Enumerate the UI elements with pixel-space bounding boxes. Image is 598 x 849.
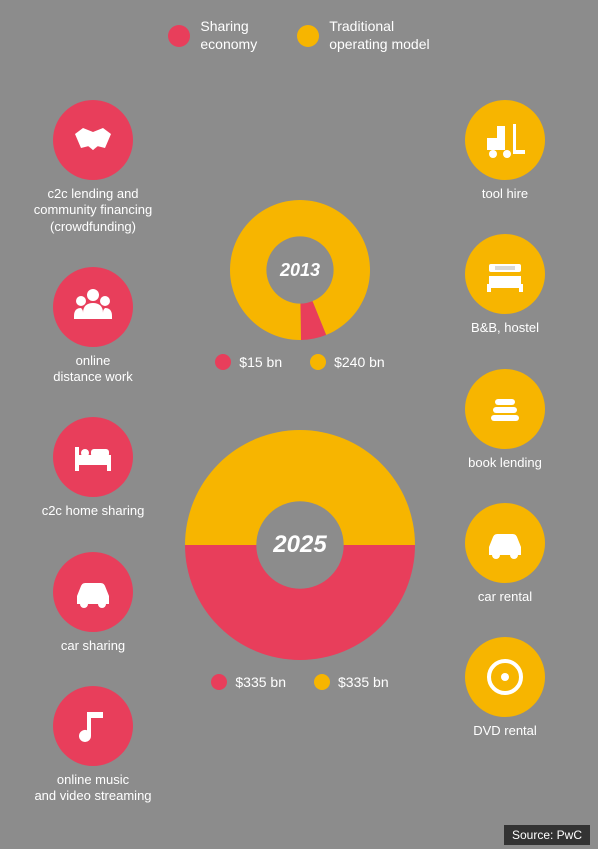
- legend-item-sharing: Sharingeconomy: [168, 18, 257, 53]
- left-category-2: c2c home sharing: [42, 417, 145, 519]
- donut-2025-block: 2025 $335 bn $335 bn: [170, 430, 430, 690]
- right-column: tool hire B&B, hostel book lending car rent…: [430, 100, 580, 757]
- right-category-3: car rental: [465, 503, 545, 605]
- right-category-label-4: DVD rental: [473, 723, 537, 739]
- left-category-4: online musicand video streaming: [34, 686, 151, 805]
- disc-icon: [465, 637, 545, 717]
- car-icon: [53, 552, 133, 632]
- right-category-2: book lending: [465, 369, 545, 471]
- legend-label-sharing: Sharingeconomy: [200, 18, 257, 53]
- value-label-traditional: $335 bn: [338, 674, 389, 690]
- value-dot-traditional: [310, 354, 326, 370]
- car-icon: [465, 503, 545, 583]
- value-dot-sharing: [211, 674, 227, 690]
- handshake-icon: [53, 100, 133, 180]
- right-category-label-3: car rental: [478, 589, 532, 605]
- value-dot-sharing: [215, 354, 231, 370]
- right-category-1: B&B, hostel: [465, 234, 545, 336]
- right-category-4: DVD rental: [465, 637, 545, 739]
- books-icon: [465, 369, 545, 449]
- left-category-label-4: online musicand video streaming: [34, 772, 151, 805]
- right-category-0: tool hire: [465, 100, 545, 202]
- donut-2013-block: 2013 $15 bn $240 bn: [170, 200, 430, 370]
- left-column: c2c lending andcommunity financing(crowd…: [18, 100, 168, 822]
- value-label-sharing: $15 bn: [239, 354, 282, 370]
- left-category-label-3: car sharing: [61, 638, 125, 654]
- bed-icon: [53, 417, 133, 497]
- left-category-label-1: onlinedistance work: [53, 353, 132, 386]
- donut-2025-values: $335 bn $335 bn: [170, 674, 430, 690]
- legend-label-traditional: Traditionaloperating model: [329, 18, 429, 53]
- value-label-traditional: $240 bn: [334, 354, 385, 370]
- legend-dot-traditional: [297, 25, 319, 47]
- left-category-label-2: c2c home sharing: [42, 503, 145, 519]
- value-label-sharing: $335 bn: [235, 674, 286, 690]
- music-icon: [53, 686, 133, 766]
- left-category-3: car sharing: [53, 552, 133, 654]
- donut-2013-values: $15 bn $240 bn: [170, 354, 430, 370]
- right-category-label-0: tool hire: [482, 186, 528, 202]
- forklift-icon: [465, 100, 545, 180]
- donut-2025: 2025: [185, 430, 415, 660]
- right-category-label-2: book lending: [468, 455, 542, 471]
- right-category-label-1: B&B, hostel: [471, 320, 539, 336]
- donut-2013-year: 2013: [230, 200, 370, 340]
- legend-item-traditional: Traditionaloperating model: [297, 18, 429, 53]
- value-dot-traditional: [314, 674, 330, 690]
- legend-dot-sharing: [168, 25, 190, 47]
- value-traditional: $335 bn: [314, 674, 389, 690]
- legend: Sharingeconomy Traditionaloperating mode…: [0, 18, 598, 53]
- left-category-0: c2c lending andcommunity financing(crowd…: [34, 100, 153, 235]
- source-label: Source: PwC: [504, 825, 590, 845]
- value-sharing: $15 bn: [215, 354, 282, 370]
- value-traditional: $240 bn: [310, 354, 385, 370]
- people-icon: [53, 267, 133, 347]
- value-sharing: $335 bn: [211, 674, 286, 690]
- hostel-icon: [465, 234, 545, 314]
- donut-2025-year: 2025: [185, 430, 415, 660]
- left-category-1: onlinedistance work: [53, 267, 133, 386]
- donut-2013: 2013: [230, 200, 370, 340]
- left-category-label-0: c2c lending andcommunity financing(crowd…: [34, 186, 153, 235]
